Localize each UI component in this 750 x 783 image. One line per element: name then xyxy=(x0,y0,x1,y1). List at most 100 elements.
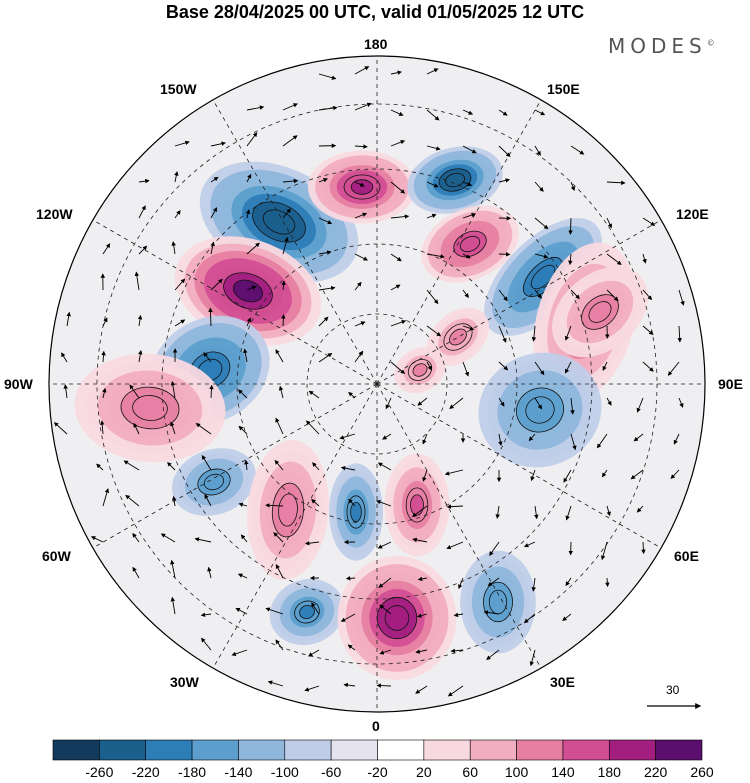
wind-arrow xyxy=(210,278,223,291)
colorbar-tick-label: 180 xyxy=(597,764,621,780)
wind-arrow xyxy=(275,417,284,435)
anomaly-blob xyxy=(74,353,226,463)
wind-arrow xyxy=(170,380,176,399)
wind-arrow xyxy=(498,145,511,158)
wind-arrow xyxy=(528,433,536,442)
wind-arrow xyxy=(102,387,107,399)
wind-arrow xyxy=(446,541,464,550)
wind-arrow xyxy=(677,325,682,343)
wind-arrow xyxy=(201,454,212,471)
wind-arrow xyxy=(447,685,464,697)
wind-arrow xyxy=(495,505,500,519)
lon-label-90w: 90W xyxy=(4,376,33,392)
wind-arrow xyxy=(462,212,477,219)
wind-arrow xyxy=(203,352,212,363)
wind-arrow xyxy=(61,352,68,363)
wind-arrow xyxy=(354,102,372,111)
wind-arrow xyxy=(246,173,252,183)
map-title: Base 28/04/2025 00 UTC, valid 01/05/2025… xyxy=(165,2,585,22)
wind-arrow xyxy=(426,145,441,151)
wind-arrow xyxy=(523,613,536,624)
wind-arrow xyxy=(274,459,284,471)
anomaly-blob xyxy=(174,236,322,346)
wind-arrow xyxy=(174,209,181,219)
wind-arrow xyxy=(238,389,248,399)
colorbar-tick-label: 140 xyxy=(551,764,575,780)
wind-arrow xyxy=(238,425,248,435)
graticule xyxy=(49,56,705,712)
wind-arrow xyxy=(667,361,680,376)
wind-arrow xyxy=(570,145,585,155)
wind-arrow xyxy=(531,325,537,342)
colorbar-swatch xyxy=(52,739,100,761)
reference-vector-label: 30 xyxy=(666,683,680,697)
wind-arrow xyxy=(275,349,284,363)
lon-label-180: 180 xyxy=(364,36,388,52)
colorbar-swatch xyxy=(99,739,147,761)
wind-arrow xyxy=(534,217,549,230)
wind-arrow xyxy=(354,66,370,75)
wind-arrow xyxy=(602,361,608,371)
wind-arrow xyxy=(170,559,176,579)
wind-arrow xyxy=(281,314,286,327)
wind-arrow xyxy=(449,397,464,409)
wind-arrow xyxy=(462,253,471,259)
wind-arrow xyxy=(568,217,573,235)
wind-arrow xyxy=(426,109,440,121)
colorbar-tick-label: -260 xyxy=(85,764,114,780)
wind-arrow xyxy=(245,209,251,219)
wind-arrow xyxy=(375,499,392,507)
wind-arrow xyxy=(534,109,546,116)
wind-arrow xyxy=(377,462,392,471)
anomaly-blob xyxy=(552,266,648,358)
wind-arrow xyxy=(308,390,320,399)
wind-arrow xyxy=(426,289,439,305)
wind-arrow xyxy=(600,541,608,561)
wind-arrow xyxy=(354,212,368,219)
wind-arrow xyxy=(390,70,402,75)
wind-arrow xyxy=(204,494,212,507)
wind-arrow xyxy=(633,433,644,442)
wind-arrow xyxy=(200,612,212,618)
wind-arrow xyxy=(382,433,392,440)
wind-arrow xyxy=(530,469,536,482)
wind-arrow xyxy=(570,181,576,192)
wind-arrow xyxy=(462,361,470,377)
wind-arrow xyxy=(282,236,289,255)
anomaly-blob xyxy=(337,555,457,681)
colorbar-tick-label: -60 xyxy=(321,764,342,780)
wind-arrow xyxy=(194,537,212,543)
wind-arrow xyxy=(529,649,536,667)
lon-label-150e: 150E xyxy=(547,81,580,97)
wind-arrow xyxy=(422,469,428,482)
wind-arrow xyxy=(498,109,508,116)
wind-arrow xyxy=(606,289,619,302)
wind-arrow xyxy=(416,613,428,618)
wind-arrow xyxy=(318,285,336,291)
wind-arrow xyxy=(134,271,140,291)
wind-arrow xyxy=(209,384,214,399)
wind-arrow xyxy=(453,612,464,618)
lon-label-60w: 60W xyxy=(42,548,71,564)
wind-arrow xyxy=(415,685,428,694)
wind-arrow xyxy=(565,361,572,374)
wind-arrow xyxy=(123,460,140,471)
anomaly-blob xyxy=(308,150,416,224)
wind-arrow xyxy=(564,325,572,341)
wind-arrow xyxy=(101,350,106,363)
wind-arrow xyxy=(200,637,212,651)
wind-arrow xyxy=(378,577,392,588)
wind-vectors xyxy=(53,66,685,697)
colorbar-swatch xyxy=(423,739,471,761)
wind-arrow xyxy=(562,613,572,622)
wind-arrow xyxy=(195,423,212,435)
wind-arrow xyxy=(462,325,475,331)
wind-arrow xyxy=(63,384,68,399)
wind-arrow xyxy=(137,314,143,327)
colorbar-swatch xyxy=(608,739,656,761)
wind-arrow xyxy=(210,207,218,219)
wind-arrow xyxy=(354,144,368,149)
wind-arrow xyxy=(570,433,577,451)
wind-arrow xyxy=(171,495,177,507)
wind-arrow xyxy=(426,253,445,259)
